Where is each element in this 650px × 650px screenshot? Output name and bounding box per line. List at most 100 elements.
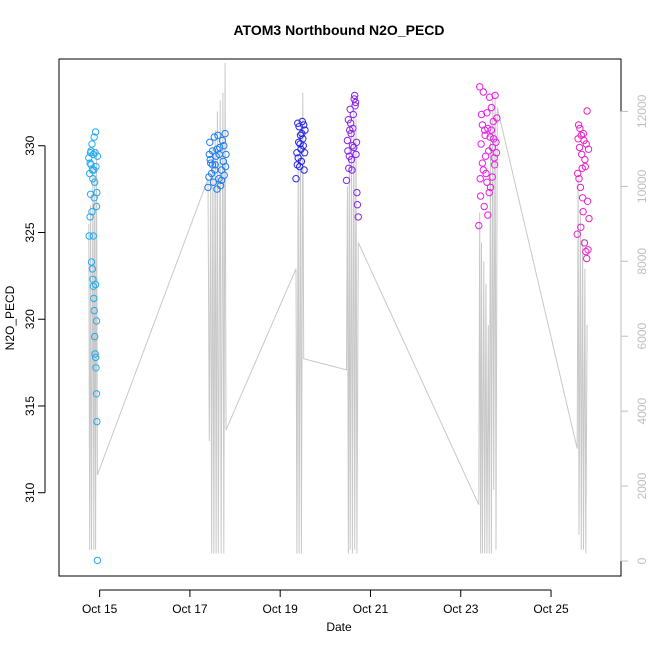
data-point [475, 221, 483, 230]
data-point [293, 161, 301, 169]
data-point [477, 140, 485, 148]
data-point [298, 129, 306, 138]
data-point [581, 155, 589, 164]
data-point [480, 202, 488, 211]
data-point [488, 173, 496, 181]
data-point [91, 353, 100, 362]
data-point [300, 166, 308, 174]
data-point [574, 169, 582, 178]
data-point [476, 192, 485, 200]
chart-title: ATOM3 Northbound N2O_PECD [233, 22, 444, 38]
data-point [487, 103, 496, 112]
data-point [476, 83, 484, 91]
data-point [476, 175, 484, 183]
data-point [351, 91, 359, 100]
data-point [88, 208, 96, 216]
data-point [93, 556, 102, 565]
data-point [294, 154, 302, 162]
data-point [493, 114, 501, 122]
data-point [91, 332, 99, 341]
data-point [352, 150, 360, 159]
x-tick-label: Oct 25 [533, 602, 569, 616]
data-point [484, 211, 492, 219]
data-point [216, 181, 225, 190]
data-point [209, 178, 218, 186]
data-point [353, 201, 362, 209]
data-point [89, 232, 98, 240]
x-tick-label: Oct 23 [443, 602, 479, 616]
data-point [296, 140, 304, 148]
data-point [351, 102, 359, 110]
series-1 [85, 128, 102, 565]
x-tick-label: Oct 17 [172, 602, 208, 616]
data-point [486, 183, 495, 192]
series-4 [342, 91, 362, 221]
data-point [576, 183, 585, 192]
data-point [479, 88, 487, 96]
data-point [85, 154, 93, 162]
data-point [221, 162, 230, 171]
data-point [347, 155, 356, 164]
data-point [585, 214, 593, 223]
series-2 [204, 129, 230, 193]
data-point [578, 194, 587, 202]
data-point [343, 136, 352, 145]
data-point [214, 131, 222, 140]
y2-tick-label: 6000 [635, 323, 649, 350]
data-point [207, 159, 215, 167]
data-point [344, 147, 352, 155]
data-point [221, 129, 229, 138]
data-point [92, 202, 101, 211]
y-axis-label: N2O_PECD [3, 285, 17, 350]
y2-axis: 0 2000 4000 6000 8000 10000 12000 [620, 94, 649, 564]
series-6 [573, 107, 593, 263]
y2-tick-label: 12000 [635, 94, 649, 128]
data-point [583, 107, 591, 115]
y2-tick-label: 4000 [635, 398, 649, 425]
y-tick-label: 330 [23, 135, 37, 155]
data-point [217, 176, 226, 185]
data-point [91, 178, 99, 186]
data-point [354, 213, 362, 221]
data-point [348, 142, 357, 150]
data-point [491, 91, 499, 100]
data-point [483, 109, 491, 117]
data-point [213, 145, 221, 153]
data-point [92, 364, 100, 372]
x-axis-label: Date [326, 620, 352, 634]
data-point [478, 159, 487, 167]
data-point [579, 129, 588, 138]
data-point [577, 223, 585, 232]
data-point [578, 164, 586, 173]
data-point [292, 175, 300, 183]
data-point [582, 247, 590, 256]
data-point [486, 133, 494, 141]
y-tick-label: 320 [23, 309, 37, 329]
data-point [89, 175, 97, 183]
data-point [490, 135, 498, 143]
data-point [488, 143, 496, 152]
data-point [220, 142, 228, 150]
data-point [93, 152, 102, 160]
data-point [579, 208, 587, 216]
data-point [481, 152, 490, 160]
data-point [575, 143, 584, 152]
data-point [583, 197, 592, 206]
data-point [584, 246, 592, 254]
x-tick-label: Oct 19 [263, 602, 299, 616]
y-tick-label: 315 [23, 396, 37, 416]
data-point [346, 126, 354, 134]
y-axis: 310 315 320 325 330 [23, 135, 46, 503]
series-5 [475, 83, 501, 230]
data-point [492, 149, 501, 157]
y-tick-label: 325 [23, 222, 37, 242]
data-point [580, 136, 588, 145]
data-point [583, 254, 591, 263]
data-point [206, 138, 214, 147]
data-point [574, 121, 583, 129]
data-point [90, 294, 98, 303]
data-point [347, 129, 355, 138]
x-tick-label: Oct 15 [82, 602, 118, 616]
data-point [584, 145, 593, 153]
